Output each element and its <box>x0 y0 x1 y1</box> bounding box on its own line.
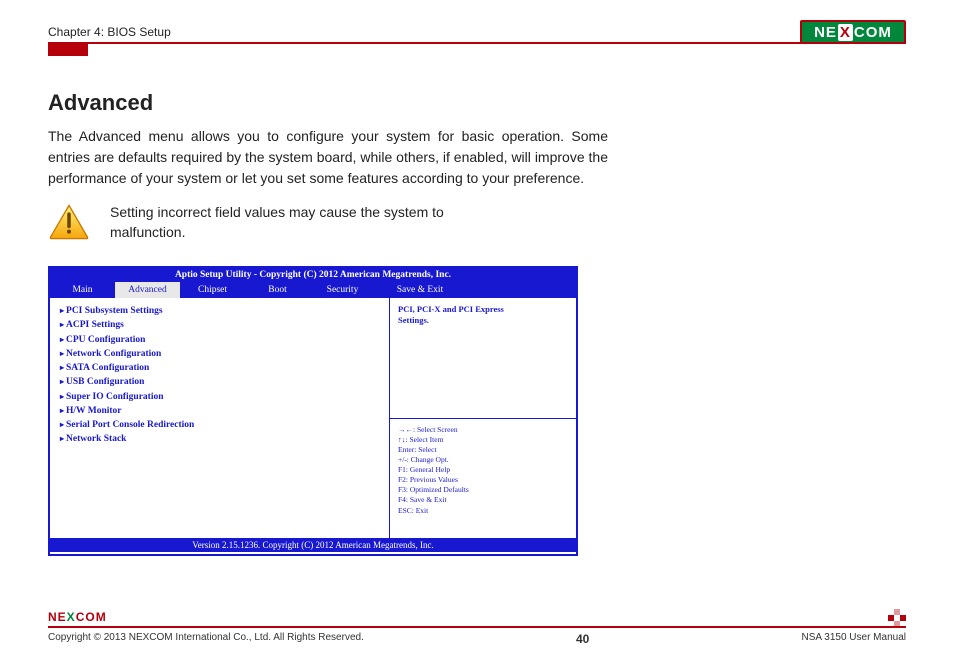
bios-key-line: ESC: Exit <box>398 506 568 516</box>
bios-menu-item: CPU Configuration <box>60 333 379 347</box>
chapter-label: Chapter 4: BIOS Setup <box>48 25 171 39</box>
bios-body: PCI Subsystem SettingsACPI SettingsCPU C… <box>50 298 576 538</box>
bios-screenshot: Aptio Setup Utility - Copyright (C) 2012… <box>48 266 578 556</box>
bios-menu-item: Super IO Configuration <box>60 390 379 404</box>
bios-key-line: →←: Select Screen <box>398 425 568 435</box>
warning-callout: Setting incorrect field values may cause… <box>48 203 608 242</box>
header-accent-box <box>48 44 88 56</box>
bios-tab: Chipset <box>180 282 245 298</box>
bios-menu-item: Network Stack <box>60 432 379 446</box>
footer-copyright: Copyright © 2013 NEXCOM International Co… <box>48 632 364 646</box>
bios-key-line: +/-: Change Opt. <box>398 455 568 465</box>
page-number: 40 <box>576 632 589 646</box>
header-rule <box>48 42 906 44</box>
bios-menu-item: PCI Subsystem Settings <box>60 304 379 318</box>
bios-key-line: F4: Save & Exit <box>398 495 568 505</box>
bios-help-description: PCI, PCI-X and PCI Express Settings. <box>390 298 576 419</box>
footer-pixels-icon <box>888 609 906 625</box>
bios-tab: Boot <box>245 282 310 298</box>
bios-version-bar: Version 2.15.1236. Copyright (C) 2012 Am… <box>50 538 576 552</box>
page-title: Advanced <box>48 90 608 116</box>
page-header: Chapter 4: BIOS Setup NEXCOM <box>48 20 906 44</box>
bios-tab: Main <box>50 282 115 298</box>
bios-menu-item: ACPI Settings <box>60 318 379 332</box>
bios-menu-item: SATA Configuration <box>60 361 379 375</box>
bios-key-line: Enter: Select <box>398 445 568 455</box>
warning-icon <box>48 203 90 241</box>
bios-menu-list: PCI Subsystem SettingsACPI SettingsCPU C… <box>50 298 390 538</box>
footer-row: Copyright © 2013 NEXCOM International Co… <box>48 632 906 646</box>
bios-menu-item: Serial Port Console Redirection <box>60 418 379 432</box>
footer-logo: NEXCOM <box>48 609 126 625</box>
bios-key-line: F1: General Help <box>398 465 568 475</box>
bios-menu-item: USB Configuration <box>60 375 379 389</box>
bios-help-pane: PCI, PCI-X and PCI Express Settings. →←:… <box>390 298 576 538</box>
bios-key-line: ↑↓: Select Item <box>398 435 568 445</box>
nexcom-logo: NEXCOM <box>800 20 906 44</box>
bios-key-help: →←: Select Screen↑↓: Select ItemEnter: S… <box>390 419 576 539</box>
footer-rule <box>48 626 906 628</box>
warning-text: Setting incorrect field values may cause… <box>110 203 460 242</box>
bios-title-bar: Aptio Setup Utility - Copyright (C) 2012… <box>50 268 576 282</box>
content-area: Advanced The Advanced menu allows you to… <box>48 90 608 242</box>
bios-tab: Security <box>310 282 375 298</box>
bios-menu-item: H/W Monitor <box>60 404 379 418</box>
bios-key-line: F3: Optimized Defaults <box>398 485 568 495</box>
bios-menu-item: Network Configuration <box>60 347 379 361</box>
bios-tab-bar: MainAdvancedChipsetBootSecuritySave & Ex… <box>50 282 576 298</box>
intro-paragraph: The Advanced menu allows you to configur… <box>48 126 608 189</box>
bios-tab: Advanced <box>115 282 180 298</box>
footer-manual: NSA 3150 User Manual <box>801 632 906 646</box>
bios-tab: Save & Exit <box>375 282 465 298</box>
bios-key-line: F2: Previous Values <box>398 475 568 485</box>
